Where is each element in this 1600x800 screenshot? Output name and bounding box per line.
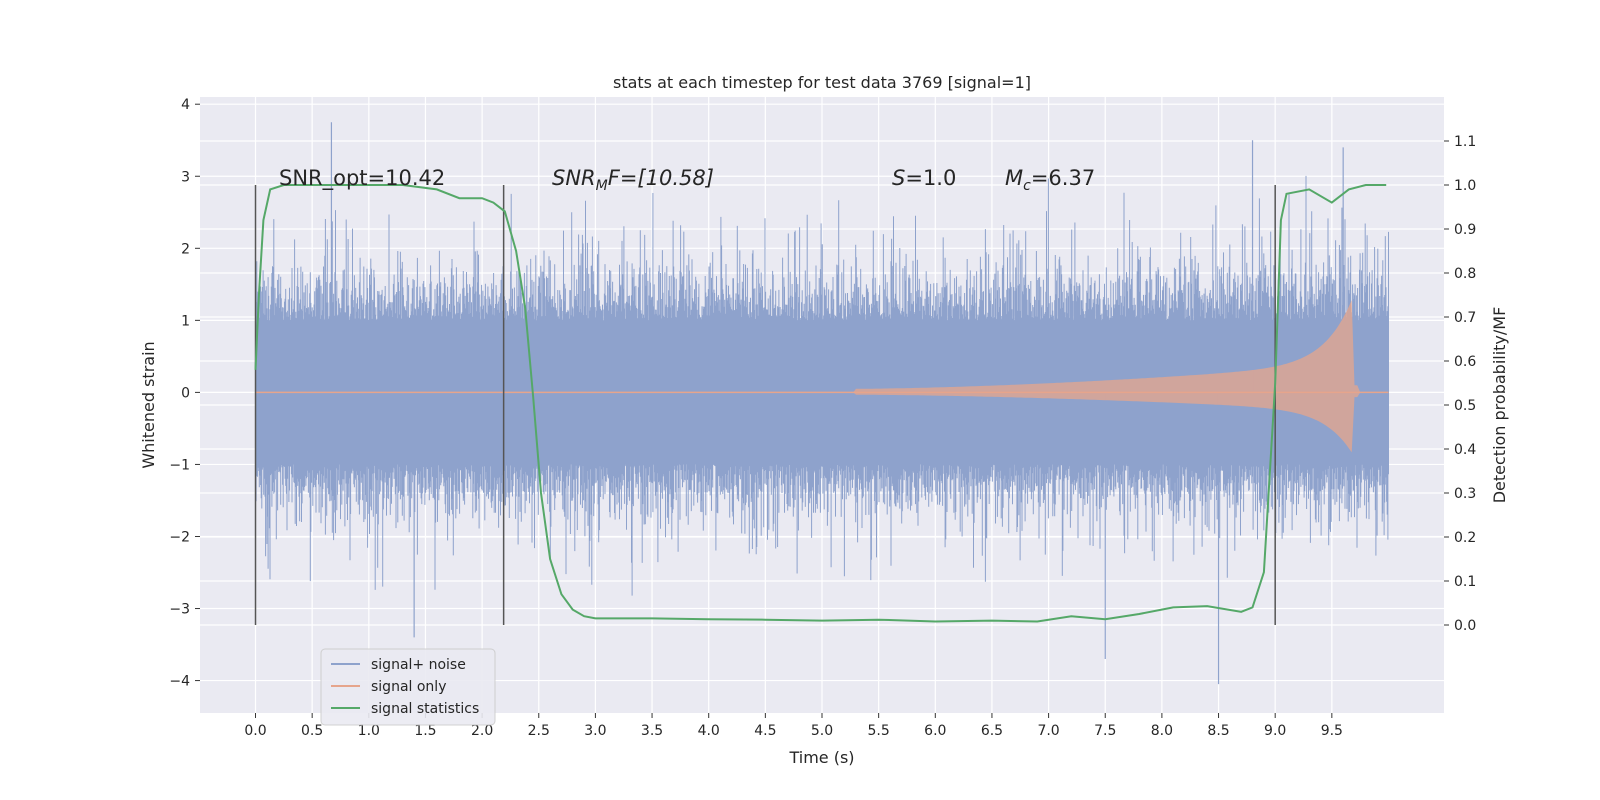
y-tick-label: −1 <box>169 457 190 473</box>
x-tick-label: 6.5 <box>981 723 1003 739</box>
x-tick-label: 8.0 <box>1151 723 1173 739</box>
y2-tick-label: 0.3 <box>1454 486 1476 502</box>
y-tick-label: −3 <box>169 602 190 618</box>
x-tick-label: 8.5 <box>1207 723 1229 739</box>
x-tick-label: 4.0 <box>698 723 720 739</box>
x-tick-label: 2.5 <box>528 723 550 739</box>
y2-axis-label: Detection probability/MF <box>1490 307 1509 504</box>
x-tick-label: 1.0 <box>358 723 380 739</box>
y2-tick-label: 0.2 <box>1454 530 1476 546</box>
y-ticks: 4 3 2 1 0 −1 −2 −3 −4 <box>169 97 200 690</box>
annotation-s: S=1.0 <box>892 166 956 190</box>
x-tick-label: 1.5 <box>414 723 436 739</box>
x-tick-label: 6.0 <box>924 723 946 739</box>
x-tick-label: 3.5 <box>641 723 663 739</box>
x-tick-label: 2.0 <box>471 723 493 739</box>
y-tick-label: 3 <box>181 169 190 185</box>
x-tick-label: 7.0 <box>1037 723 1059 739</box>
y-tick-label: −4 <box>169 674 190 690</box>
y2-tick-label: 0.0 <box>1454 618 1476 634</box>
y2-tick-label: 0.9 <box>1454 222 1476 238</box>
y-tick-label: 2 <box>181 241 190 257</box>
legend-label-signal-only: signal only <box>371 679 446 695</box>
x-tick-label: 9.0 <box>1264 723 1286 739</box>
series-signal-statistics <box>254 184 1387 625</box>
y2-ticks: 1.1 1.0 0.9 0.8 0.7 0.6 0.5 0.4 0.3 0.2 0.1 0.0 <box>1444 134 1476 634</box>
y2-tick-label: 0.5 <box>1454 398 1476 414</box>
annotation-snr-opt: SNR_opt=10.42 <box>279 166 445 191</box>
y2-tick-label: 0.6 <box>1454 354 1476 370</box>
x-tick-label: 0.0 <box>244 723 266 739</box>
x-tick-label: 0.5 <box>301 723 323 739</box>
x-tick-label: 7.5 <box>1094 723 1116 739</box>
x-tick-label: 4.5 <box>754 723 776 739</box>
y2-tick-label: 1.1 <box>1454 134 1476 150</box>
x-axis-label: Time (s) <box>788 748 854 767</box>
annotation-mc: Mc=6.37 <box>1005 166 1095 194</box>
legend-box <box>320 648 496 726</box>
statistics-line <box>254 184 1387 623</box>
x-tick-label: 3.0 <box>584 723 606 739</box>
series-signal-only <box>255 300 1389 453</box>
legend-label-signal-noise: signal+ noise <box>371 657 466 673</box>
legend: signal+ noise signal only signal statist… <box>320 648 496 726</box>
x-tick-label: 9.5 <box>1321 723 1343 739</box>
y-tick-label: 0 <box>181 385 190 401</box>
y-tick-label: 4 <box>181 97 190 113</box>
x-tick-label: 5.5 <box>868 723 890 739</box>
legend-label-signal-statistics: signal statistics <box>371 701 479 717</box>
y-tick-label: 1 <box>181 313 190 329</box>
y2-tick-label: 1.0 <box>1454 178 1476 194</box>
annotation-snr-mf: SNRMF=[10.58] <box>552 166 714 194</box>
y2-tick-label: 0.1 <box>1454 574 1476 590</box>
x-tick-label: 5.0 <box>811 723 833 739</box>
x-ticks: 0.0 0.5 1.0 1.5 2.0 2.5 3.0 3.5 4.0 4.5 5.0 5.5 6.0 6… <box>244 713 1343 739</box>
chart-title: stats at each timestep for test data 376… <box>613 73 1031 92</box>
y-axis-label: Whitened strain <box>139 341 158 468</box>
y2-tick-label: 0.7 <box>1454 310 1476 326</box>
y2-tick-label: 0.8 <box>1454 266 1476 282</box>
y2-tick-label: 0.4 <box>1454 442 1476 458</box>
y-tick-label: −2 <box>169 529 190 545</box>
